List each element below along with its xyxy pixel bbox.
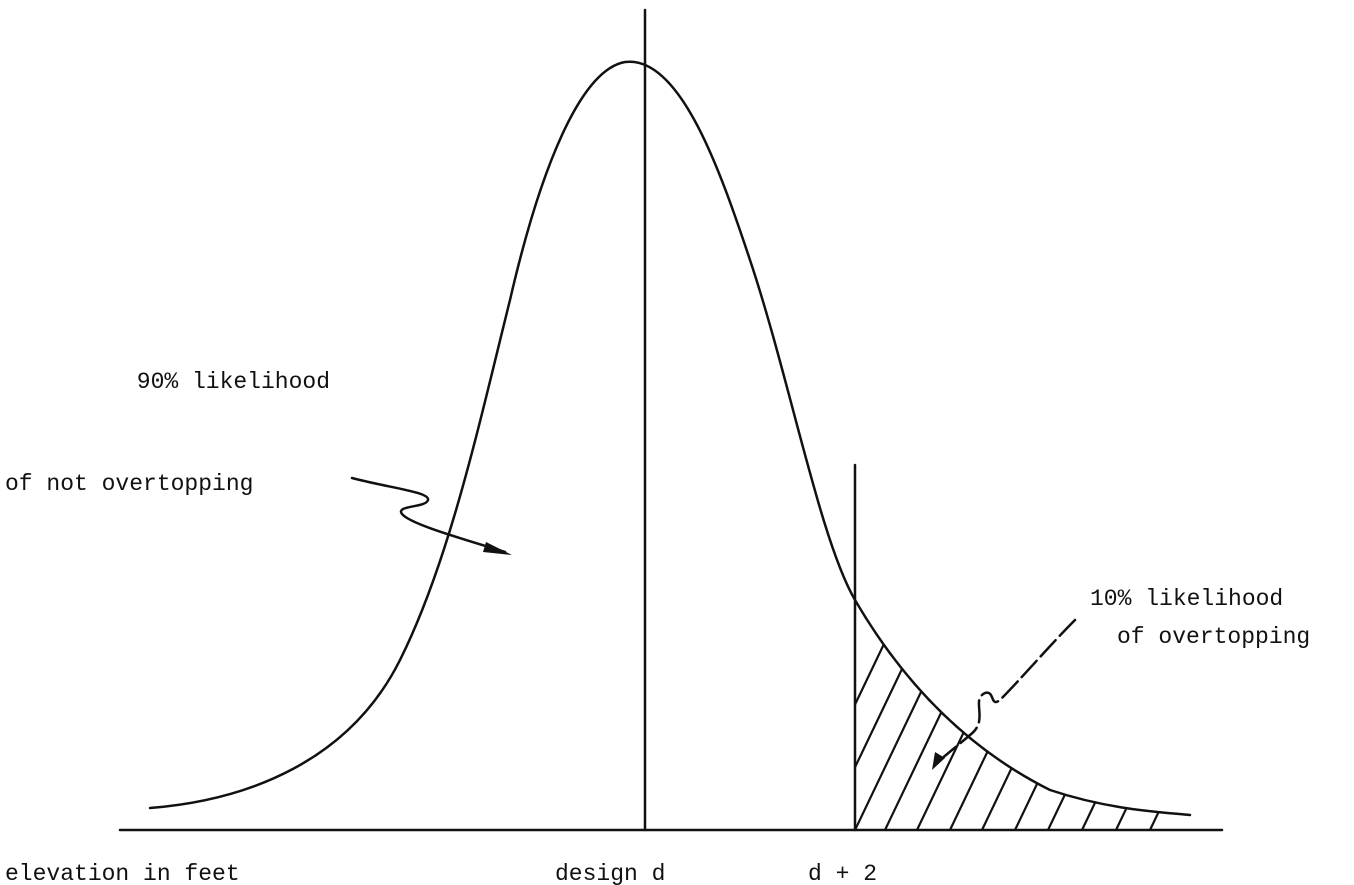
left-pointer — [350, 476, 507, 554]
left-arrowhead — [483, 542, 512, 555]
right-arrowhead — [932, 752, 945, 770]
axis-label-right: d + 2 — [808, 861, 877, 885]
right-note-line2: of overtopping — [1117, 624, 1310, 650]
axis-label-center: design d — [555, 861, 665, 885]
right-note-line1: 10% likelihood — [1090, 586, 1283, 612]
left-note-line1: 90% likelihood — [137, 369, 330, 395]
axis-label-left: elevation in feet — [5, 861, 240, 885]
right-pointer — [933, 618, 1077, 767]
distribution-curve — [148, 60, 1192, 817]
left-note-line2: of not overtopping — [5, 471, 253, 497]
